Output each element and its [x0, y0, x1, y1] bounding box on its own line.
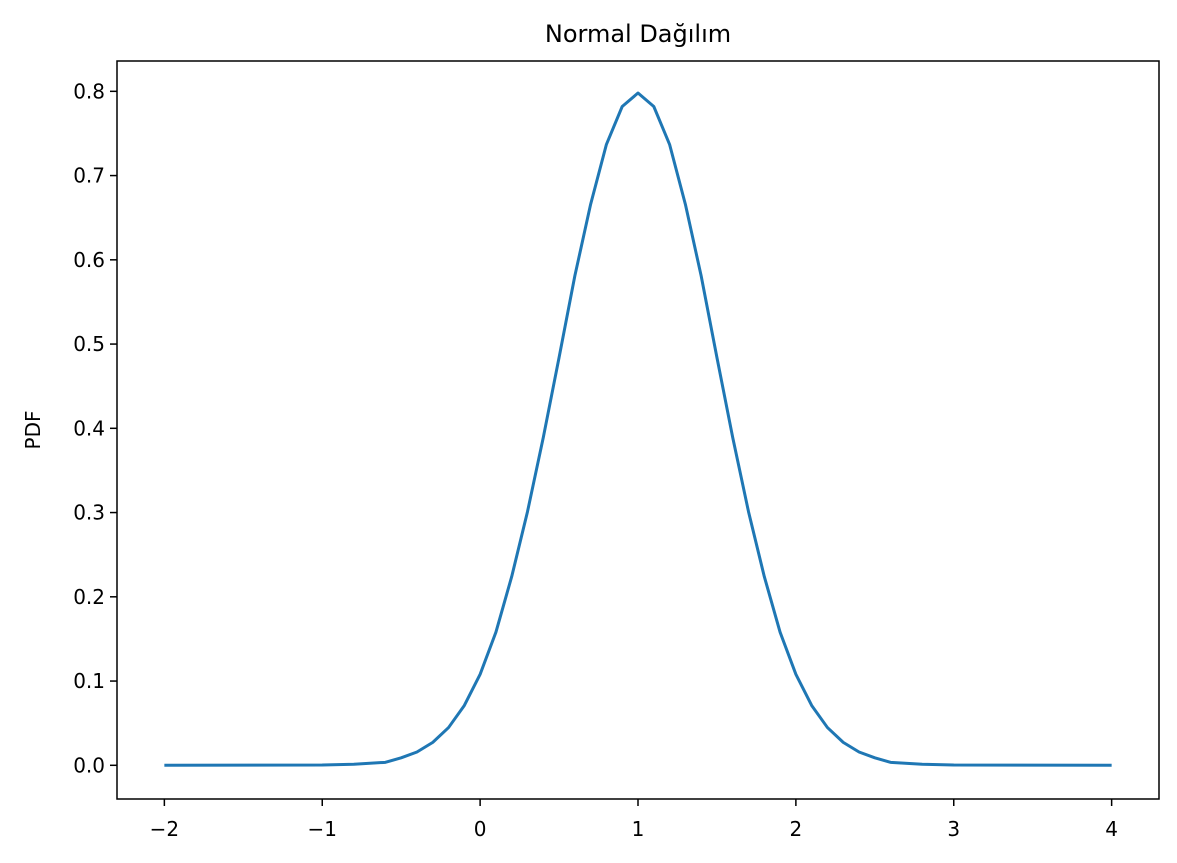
x-axis-ticks: −2 −1 0 1 2 3 4: [150, 799, 1118, 841]
pdf-curve: [164, 91, 1112, 767]
chart-title: Normal Dağılım: [545, 20, 731, 48]
y-tick-label: 0.1: [73, 669, 105, 693]
x-tick-label: 1: [632, 817, 645, 841]
plot-frame: [116, 60, 1160, 800]
y-axis-label: PDF: [21, 411, 45, 450]
x-tick-label: 0: [474, 817, 487, 841]
y-tick-label: 0.5: [73, 332, 105, 356]
x-tick-label: −2: [150, 817, 179, 841]
y-tick-label: 0.6: [73, 248, 105, 272]
y-tick-label: 0.2: [73, 585, 105, 609]
y-tick-label: 0.3: [73, 501, 105, 525]
y-tick-label: 0.4: [73, 416, 105, 440]
x-tick-label: 2: [790, 817, 803, 841]
y-axis-ticks: 0.0 0.1 0.2 0.3 0.4 0.5 0.6 0.7 0.8: [73, 79, 117, 777]
x-tick-label: −1: [308, 817, 337, 841]
y-tick-label: 0.8: [73, 79, 105, 103]
y-tick-label: 0.0: [73, 753, 105, 777]
y-tick-label: 0.7: [73, 164, 105, 188]
x-tick-label: 3: [947, 817, 960, 841]
x-tick-label: 4: [1105, 817, 1118, 841]
